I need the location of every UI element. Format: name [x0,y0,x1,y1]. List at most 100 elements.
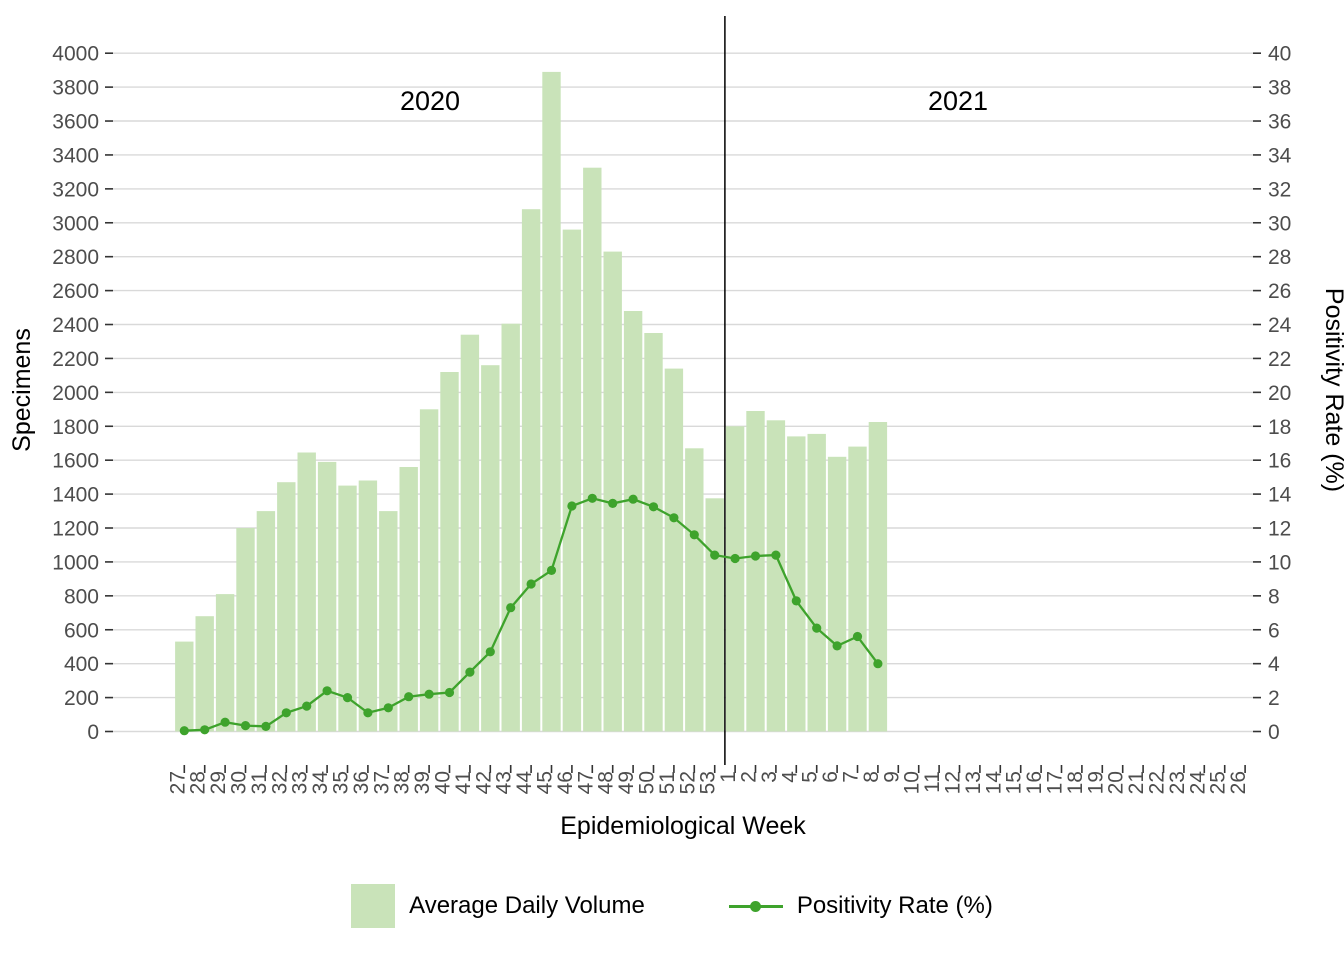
y2-tick-label: 26 [1268,280,1291,303]
line-swatch-dot [750,900,762,912]
point-week-29 [220,717,230,727]
x-tick-label-30: 30 [228,771,251,794]
legend: Average Daily Volume Positivity Rate (%) [0,884,1344,928]
point-week-30 [240,721,251,731]
x-tick-label-13: 13 [962,771,985,794]
y-tick-label: 4000 [52,43,99,66]
x-tick-label-2: 2 [738,771,761,783]
x-tick-label-44: 44 [513,771,536,795]
point-week-37 [383,703,393,713]
y-tick-label: 2200 [52,348,99,371]
point-week-51 [669,513,679,523]
bar-week-29 [215,594,235,732]
bar-week-40 [440,372,459,732]
bar-week-49 [623,311,643,732]
bar-week-52 [685,448,704,732]
bar-week-41 [460,334,480,732]
x-tick-label-3: 3 [758,771,781,783]
x-tick-label-11: 11 [921,771,944,793]
year-annotation-2020: 2020 [400,86,460,116]
axis-ticks-and-labels: 0200400600800100012001400160018002000220… [52,43,1291,795]
bar-week-37 [379,511,398,732]
x-tick-label-9: 9 [880,771,903,783]
y-tick-label: 3800 [52,77,99,100]
x-tick-label-5: 5 [799,771,822,783]
bar-week-46 [562,229,582,732]
bar-swatch [351,884,396,928]
bar-week-32 [277,482,296,732]
x-tick-label-35: 35 [330,771,353,794]
x-tick-label-46: 46 [554,771,577,794]
bar-week-28 [195,616,214,732]
point-week-35 [342,693,353,703]
y-tick-label: 1800 [52,416,99,439]
bar-week-30 [236,528,255,732]
bar-week-7 [848,446,867,732]
point-week-50 [648,502,659,512]
x-tick-label-4: 4 [778,771,801,783]
y2-tick-label: 2 [1268,687,1280,710]
point-week-2 [750,551,761,561]
bar-series [175,71,888,732]
y2-tick-label: 38 [1268,77,1291,100]
y-tick-label: 2000 [52,382,99,405]
x-tick-label-26: 26 [1227,771,1250,794]
point-week-42 [485,647,495,657]
bar-week-6 [827,456,847,732]
x-tick-label-34: 34 [309,771,332,795]
point-week-38 [404,692,414,702]
legend-label-positivity: Positivity Rate (%) [796,892,993,919]
x-tick-label-33: 33 [289,771,312,794]
x-tick-label-41: 41 [452,771,475,794]
y-tick-label: 600 [64,619,99,642]
y2-axis-title: Positivity Rate (%) [1320,288,1344,492]
x-tick-label-14: 14 [982,771,1005,795]
y2-tick-label: 30 [1268,212,1291,235]
y2-tick-label: 22 [1268,348,1291,371]
point-week-43 [506,603,516,613]
y-tick-label: 0 [87,721,99,744]
point-week-5 [812,623,822,633]
bar-week-27 [175,641,194,732]
x-tick-label-52: 52 [676,771,699,794]
x-tick-label-6: 6 [819,771,842,783]
bar-week-45 [542,71,561,732]
point-week-40 [444,687,455,698]
y-tick-label: 2800 [52,246,99,269]
x-tick-label-29: 29 [207,771,230,794]
y-axis-title: Specimens [8,328,36,452]
point-week-34 [322,686,332,696]
x-tick-label-38: 38 [391,771,414,794]
x-tick-label-31: 31 [248,771,271,794]
x-tick-label-15: 15 [1003,771,1026,794]
bar-week-36 [358,480,378,732]
bar-week-34 [317,461,337,732]
point-week-52 [689,530,699,540]
y2-tick-label: 28 [1268,246,1291,269]
bar-week-4 [787,436,806,732]
x-tick-label-40: 40 [432,771,455,794]
y-tick-label: 1200 [52,518,99,541]
x-tick-label-22: 22 [1146,771,1169,794]
x-tick-label-42: 42 [472,771,495,794]
bar-week-8 [868,422,888,732]
x-tick-label-23: 23 [1166,771,1189,794]
x-tick-label-10: 10 [901,771,924,794]
y2-tick-label: 10 [1268,551,1291,574]
x-tick-label-18: 18 [1064,771,1087,794]
y2-tick-label: 16 [1268,450,1291,473]
point-week-4 [791,596,801,606]
bar-week-3 [766,420,786,732]
x-tick-label-32: 32 [268,771,291,794]
y2-tick-label: 8 [1268,585,1280,608]
bar-week-51 [664,368,684,732]
x-tick-label-16: 16 [1023,771,1046,794]
point-week-41 [465,667,475,677]
y-tick-label: 3200 [52,178,99,201]
y2-tick-label: 36 [1268,111,1291,134]
bar-week-48 [603,251,622,732]
point-week-3 [771,550,781,560]
x-tick-label-39: 39 [411,771,434,794]
y-tick-label: 3600 [52,111,99,134]
bar-week-53 [705,498,724,732]
